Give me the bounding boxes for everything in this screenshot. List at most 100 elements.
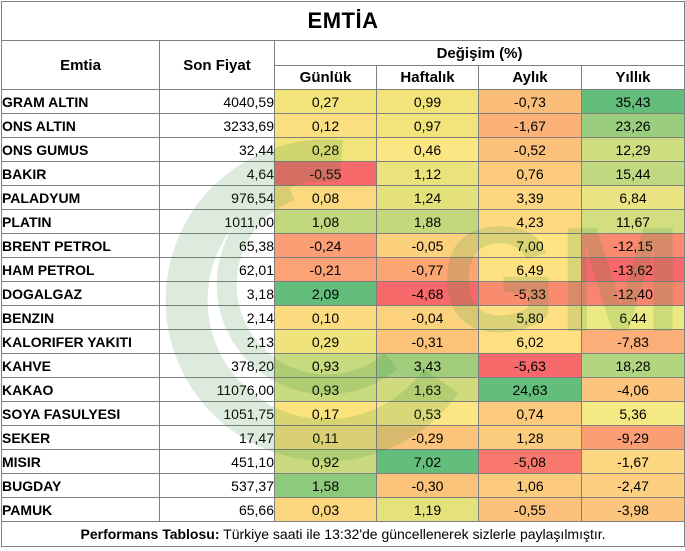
haftalik-change-cell: -0,30 — [376, 473, 479, 498]
table-row: SEKER 17,47 0,11 -0,29 1,28 -9,29 — [1, 425, 685, 450]
table-row: PALADYUM 976,54 0,08 1,24 3,39 6,84 — [1, 185, 685, 210]
haftalik-change-cell: 3,43 — [376, 353, 479, 378]
footer-label: Performans Tablosu: — [80, 526, 220, 542]
gunluk-change-cell: 0,93 — [274, 353, 377, 378]
aylik-change-cell: 0,74 — [478, 401, 582, 426]
haftalik-change-cell: 0,46 — [376, 137, 479, 162]
commodity-name-cell: PAMUK — [1, 497, 160, 522]
aylik-change-cell: -1,67 — [478, 113, 582, 138]
last-price-cell: 451,10 — [159, 449, 275, 474]
table-row: KAKAO 11076,00 0,93 1,63 24,63 -4,06 — [1, 377, 685, 402]
haftalik-change-cell: 1,12 — [376, 161, 479, 186]
commodity-name-cell: PLATIN — [1, 209, 160, 234]
last-price-cell: 65,38 — [159, 233, 275, 258]
gunluk-change-cell: -0,21 — [274, 257, 377, 282]
aylik-change-cell: 5,80 — [478, 305, 582, 330]
haftalik-change-cell: -0,31 — [376, 329, 479, 354]
table-row: BAKIR 4,64 -0,55 1,12 0,76 15,44 — [1, 161, 685, 186]
yillik-change-cell: -7,83 — [580, 329, 685, 354]
commodity-name-cell: ONS ALTIN — [1, 113, 160, 138]
gunluk-change-cell: 0,08 — [274, 185, 377, 210]
table-row: MISIR 451,10 0,92 7,02 -5,08 -1,67 — [1, 449, 685, 474]
table-title: EMTİA — [0, 1, 685, 41]
table-row: BENZIN 2,14 0,10 -0,04 5,80 6,44 — [1, 305, 685, 330]
aylik-change-cell: -5,08 — [478, 449, 582, 474]
commodity-name-cell: SOYA FASULYESI — [1, 401, 160, 426]
commodity-name-cell: BRENT PETROL — [1, 233, 160, 258]
table-row: BRENT PETROL 65,38 -0,24 -0,05 7,00 -12,15 — [1, 233, 685, 258]
last-price-cell: 378,20 — [159, 353, 275, 378]
commodity-name-cell: SEKER — [1, 425, 160, 450]
table-row: GRAM ALTIN 4040,59 0,27 0,99 -0,73 35,43 — [1, 89, 685, 114]
haftalik-change-cell: 0,97 — [376, 113, 479, 138]
yillik-change-cell: -9,29 — [580, 425, 685, 450]
yillik-change-cell: 18,28 — [580, 353, 685, 378]
gunluk-change-cell: 0,11 — [274, 425, 377, 450]
aylik-change-cell: 0,76 — [478, 161, 582, 186]
last-price-cell: 11076,00 — [159, 377, 275, 402]
gunluk-change-cell: -0,55 — [274, 161, 377, 186]
yillik-change-cell: -1,67 — [580, 449, 685, 474]
gunluk-change-cell: 0,28 — [274, 137, 377, 162]
haftalik-change-cell: -0,29 — [376, 425, 479, 450]
gunluk-change-cell: 1,08 — [274, 209, 377, 234]
yillik-change-cell: 11,67 — [580, 209, 685, 234]
commodity-name-cell: MISIR — [1, 449, 160, 474]
yillik-change-cell: -4,06 — [580, 377, 685, 402]
column-header-haftalik: Haftalık — [376, 65, 479, 90]
aylik-change-cell: 1,06 — [478, 473, 582, 498]
haftalik-change-cell: 0,99 — [376, 89, 479, 114]
table-row: PLATIN 1011,00 1,08 1,88 4,23 11,67 — [1, 209, 685, 234]
yillik-change-cell: 6,84 — [580, 185, 685, 210]
gunluk-change-cell: 0,27 — [274, 89, 377, 114]
yillik-change-cell: -3,98 — [580, 497, 685, 522]
yillik-change-cell: -13,62 — [580, 257, 685, 282]
table-row: BUGDAY 537,37 1,58 -0,30 1,06 -2,47 — [1, 473, 685, 498]
table-row: SOYA FASULYESI 1051,75 0,17 0,53 0,74 5,36 — [1, 401, 685, 426]
yillik-change-cell: 6,44 — [580, 305, 685, 330]
last-price-cell: 2,14 — [159, 305, 275, 330]
aylik-change-cell: 6,49 — [478, 257, 582, 282]
yillik-change-cell: 15,44 — [580, 161, 685, 186]
last-price-cell: 65,66 — [159, 497, 275, 522]
table-row: PAMUK 65,66 0,03 1,19 -0,55 -3,98 — [1, 497, 685, 522]
gunluk-change-cell: 0,29 — [274, 329, 377, 354]
table-row: DOGALGAZ 3,18 2,09 -4,68 -5,33 -12,40 — [1, 281, 685, 306]
yillik-change-cell: -12,15 — [580, 233, 685, 258]
yillik-change-cell: 12,29 — [580, 137, 685, 162]
last-price-cell: 1051,75 — [159, 401, 275, 426]
last-price-cell: 976,54 — [159, 185, 275, 210]
table-row: HAM PETROL 62,01 -0,21 -0,77 6,49 -13,62 — [1, 257, 685, 282]
haftalik-change-cell: 0,53 — [376, 401, 479, 426]
table-footer: Performans Tablosu: Türkiye saati ile 13… — [0, 521, 685, 547]
aylik-change-cell: -0,52 — [478, 137, 582, 162]
commodity-name-cell: BUGDAY — [1, 473, 160, 498]
commodity-name-cell: HAM PETROL — [1, 257, 160, 282]
table-row: KAHVE 378,20 0,93 3,43 -5,63 18,28 — [1, 353, 685, 378]
commodity-name-cell: BENZIN — [1, 305, 160, 330]
haftalik-change-cell: -0,77 — [376, 257, 479, 282]
yillik-change-cell: -2,47 — [580, 473, 685, 498]
column-header-yillik: Yıllık — [580, 65, 685, 90]
column-header-gunluk: Günlük — [274, 65, 377, 90]
column-header-aylik: Aylık — [478, 65, 582, 90]
table-row: KALORIFER YAKITI 2,13 0,29 -0,31 6,02 -7,83 — [1, 329, 685, 354]
aylik-change-cell: 6,02 — [478, 329, 582, 354]
commodity-name-cell: KAKAO — [1, 377, 160, 402]
last-price-cell: 62,01 — [159, 257, 275, 282]
last-price-cell: 17,47 — [159, 425, 275, 450]
gunluk-change-cell: 0,12 — [274, 113, 377, 138]
aylik-change-cell: -0,55 — [478, 497, 582, 522]
aylik-change-cell: 4,23 — [478, 209, 582, 234]
aylik-change-cell: 1,28 — [478, 425, 582, 450]
last-price-cell: 3233,69 — [159, 113, 275, 138]
aylik-change-cell: -0,73 — [478, 89, 582, 114]
yillik-change-cell: 35,43 — [580, 89, 685, 114]
commodity-name-cell: KALORIFER YAKITI — [1, 329, 160, 354]
table-row: ONS GUMUS 32,44 0,28 0,46 -0,52 12,29 — [1, 137, 685, 162]
gunluk-change-cell: 2,09 — [274, 281, 377, 306]
haftalik-change-cell: 1,19 — [376, 497, 479, 522]
gunluk-change-cell: -0,24 — [274, 233, 377, 258]
